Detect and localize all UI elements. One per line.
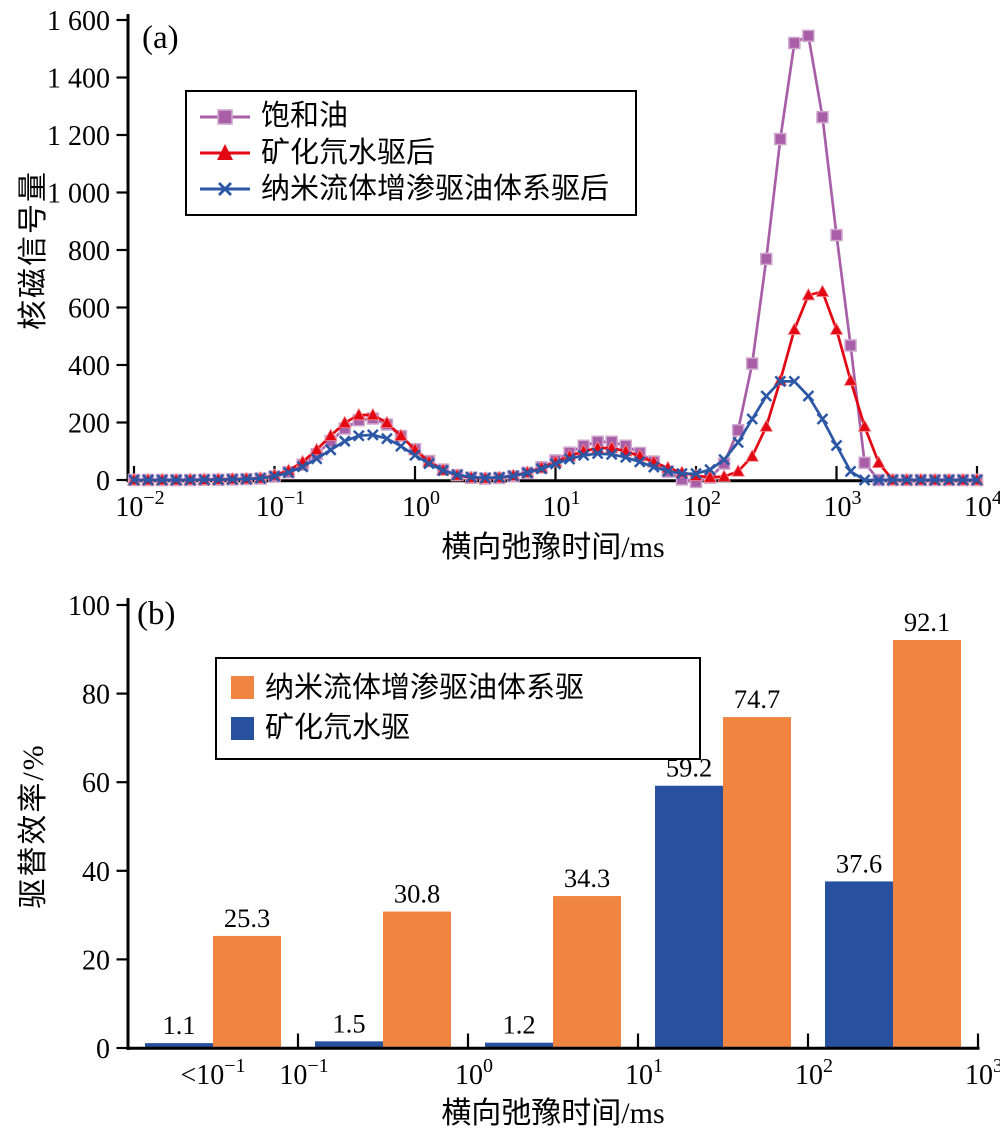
svg-text:92.1: 92.1 <box>904 607 950 637</box>
blue-swatch-icon <box>231 716 254 740</box>
series-2 <box>128 375 983 486</box>
panel-a-legend: 饱和油 矿化氘水驱后 纳米流体增渗驱油体系驱后 <box>185 90 637 216</box>
legend-label: 矿化氘水驱 <box>265 712 411 745</box>
svg-text:74.7: 74.7 <box>734 684 780 714</box>
bar-矿化氘水驱-10⁰–10¹: 1.2 <box>485 1010 553 1048</box>
svg-text:100: 100 <box>455 1055 493 1091</box>
orange-swatch-icon <box>231 676 254 700</box>
svg-text:25.3: 25.3 <box>224 903 270 933</box>
legend-label: 纳米流体增渗驱油体系驱 <box>265 671 585 704</box>
svg-text:102: 102 <box>683 487 721 523</box>
legend-item-nanofluid-flooded: 纳米流体增渗驱油体系驱后 <box>199 172 631 205</box>
triangle-marker-line-icon <box>200 144 250 160</box>
svg-text:200: 200 <box>68 409 110 440</box>
svg-text:20: 20 <box>82 945 110 976</box>
svg-text:102: 102 <box>795 1055 833 1091</box>
legend-item-mineralized-d2o-drive: 矿化氘水驱 <box>231 714 695 743</box>
svg-text:40: 40 <box>82 857 110 888</box>
legend-item-nanofluid-drive: 纳米流体增渗驱油体系驱 <box>231 671 695 704</box>
square-marker-line-icon <box>200 108 250 125</box>
bar-纳米流体增渗驱油体系驱-10⁻¹–10⁰: 30.8 <box>383 879 451 1048</box>
svg-text:60: 60 <box>82 768 110 799</box>
bar-矿化氘水驱-10²–10³: 37.6 <box>825 848 893 1048</box>
svg-text:100: 100 <box>402 487 440 523</box>
svg-text:600: 600 <box>68 294 110 325</box>
svg-text:10−2: 10−2 <box>115 487 164 523</box>
legend-label: 饱和油 <box>261 100 349 133</box>
x-marker-line-icon <box>200 182 250 197</box>
svg-text:10−1: 10−1 <box>279 1055 328 1091</box>
legend-label: 纳米流体增渗驱油体系驱后 <box>261 172 610 205</box>
bar-纳米流体增渗驱油体系驱-10⁰–10¹: 34.3 <box>553 863 621 1048</box>
bar-矿化氘水驱-10¹–10²: 59.2 <box>655 753 723 1048</box>
svg-text:800: 800 <box>68 236 110 267</box>
legend-item-mineralized-d2o-flooded: 矿化氘水驱后 <box>199 136 631 169</box>
legend-item-saturated-oil: 饱和油 <box>199 102 631 131</box>
svg-text:34.3: 34.3 <box>564 863 610 893</box>
svg-text:103: 103 <box>824 487 862 523</box>
svg-text:104: 104 <box>964 487 1000 523</box>
svg-text:1 400: 1 400 <box>47 64 110 95</box>
bar-纳米流体增渗驱油体系驱-<10⁻¹: 25.3 <box>213 903 281 1048</box>
svg-text:<10−1: <10−1 <box>180 1055 245 1091</box>
svg-text:100: 100 <box>68 591 110 622</box>
panel-b-label: (b) <box>137 596 176 632</box>
svg-text:400: 400 <box>68 351 110 382</box>
svg-text:1 600: 1 600 <box>47 6 110 37</box>
bar-矿化氘水驱-<10⁻¹: 1.1 <box>145 1010 213 1048</box>
svg-text:1.2: 1.2 <box>502 1010 535 1040</box>
bar-纳米流体增渗驱油体系驱-10²–10³: 92.1 <box>893 607 961 1048</box>
panel-a-x-axis-title: 横向弛豫时间/ms <box>441 531 665 564</box>
panel-b-axes: 0 20 40 60 80 100 <10−1 10−1 100 101 102 103 <box>68 591 1000 1091</box>
panel-a-y-axis-title: 核磁信号量 <box>17 170 50 330</box>
panel-b-x-axis-title: 横向弛豫时间/ms <box>441 1097 665 1130</box>
svg-text:10−1: 10−1 <box>256 487 305 523</box>
svg-text:37.6: 37.6 <box>836 848 882 878</box>
svg-text:30.8: 30.8 <box>394 879 440 909</box>
panel-a-label: (a) <box>142 20 179 56</box>
svg-text:1 200: 1 200 <box>47 121 110 152</box>
panel-b-y-axis-title: 驱替效率/% <box>17 743 50 909</box>
svg-text:1.1: 1.1 <box>162 1010 195 1040</box>
panel-b-legend: 纳米流体增渗驱油体系驱 矿化氘水驱 <box>215 657 701 760</box>
svg-text:1.5: 1.5 <box>332 1008 365 1038</box>
panel-a-axes: 0 200 400 600 800 1 000 1 200 1 400 1 600 10−2 10−… <box>47 6 1000 523</box>
svg-text:101: 101 <box>625 1055 663 1091</box>
bar-纳米流体增渗驱油体系驱-10¹–10²: 74.7 <box>723 684 791 1048</box>
svg-text:0: 0 <box>96 466 110 497</box>
bar-矿化氘水驱-10⁻¹–10⁰: 1.5 <box>315 1008 383 1048</box>
legend-label: 矿化氘水驱后 <box>261 136 436 169</box>
svg-text:0: 0 <box>96 1034 110 1065</box>
svg-text:80: 80 <box>82 680 110 711</box>
panel-a-plot: 0 200 400 600 800 1 000 1 200 1 400 1 600 10−2 10−… <box>47 6 1000 523</box>
series-1 <box>127 284 984 486</box>
panel-b-plot: 1.1 25.3 1.5 30.8 1.2 34.3 59.2 74.7 37.6 92.1 0 20… <box>68 591 1000 1091</box>
svg-text:101: 101 <box>543 487 581 523</box>
svg-text:103: 103 <box>965 1055 1000 1091</box>
svg-text:1 000: 1 000 <box>47 179 110 210</box>
